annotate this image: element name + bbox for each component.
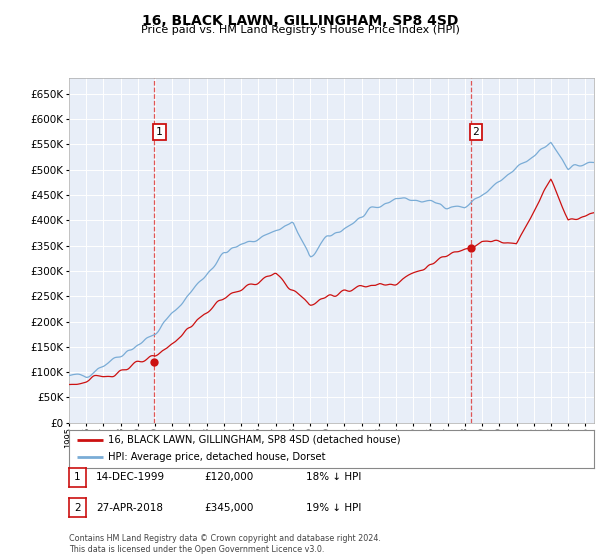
Text: 16, BLACK LAWN, GILLINGHAM, SP8 4SD (detached house): 16, BLACK LAWN, GILLINGHAM, SP8 4SD (det…: [109, 435, 401, 445]
Text: 2: 2: [74, 503, 81, 513]
Text: 18% ↓ HPI: 18% ↓ HPI: [306, 472, 361, 482]
Text: HPI: Average price, detached house, Dorset: HPI: Average price, detached house, Dors…: [109, 452, 326, 463]
Text: £345,000: £345,000: [204, 503, 253, 513]
Text: £120,000: £120,000: [204, 472, 253, 482]
Text: 1: 1: [156, 127, 163, 137]
Text: 2: 2: [472, 127, 479, 137]
Text: 19% ↓ HPI: 19% ↓ HPI: [306, 503, 361, 513]
Text: 16, BLACK LAWN, GILLINGHAM, SP8 4SD: 16, BLACK LAWN, GILLINGHAM, SP8 4SD: [142, 14, 458, 28]
Text: 1: 1: [74, 472, 81, 482]
Text: Contains HM Land Registry data © Crown copyright and database right 2024.
This d: Contains HM Land Registry data © Crown c…: [69, 534, 381, 554]
Text: Price paid vs. HM Land Registry's House Price Index (HPI): Price paid vs. HM Land Registry's House …: [140, 25, 460, 35]
Text: 14-DEC-1999: 14-DEC-1999: [96, 472, 165, 482]
Text: 27-APR-2018: 27-APR-2018: [96, 503, 163, 513]
